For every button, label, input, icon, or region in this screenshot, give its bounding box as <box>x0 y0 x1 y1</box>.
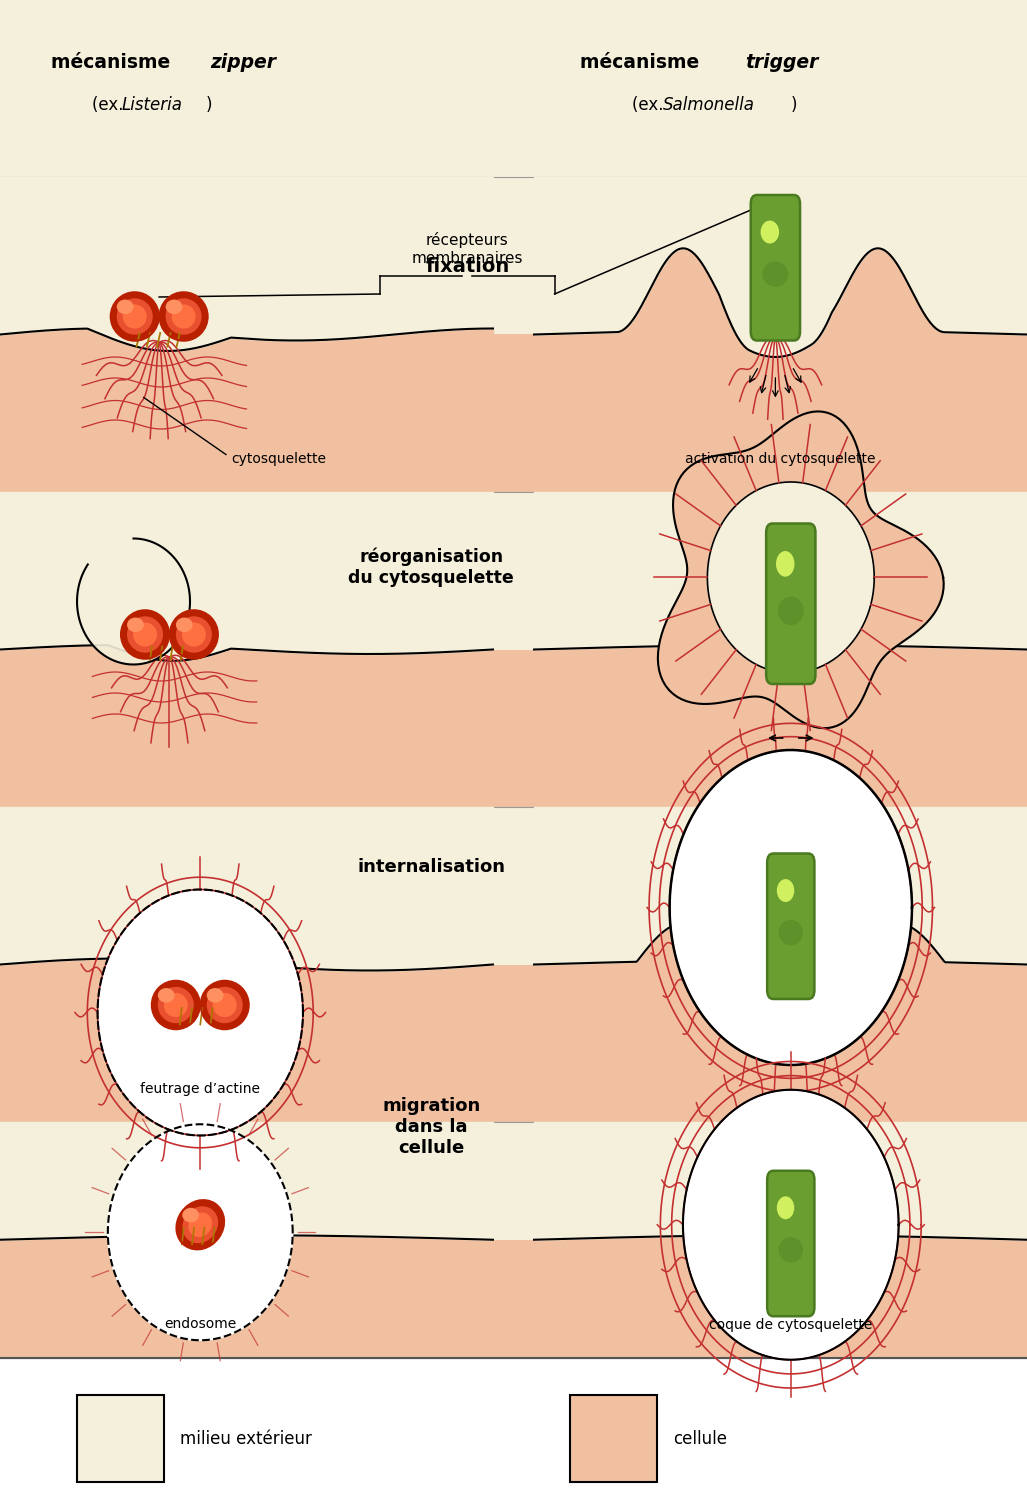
Ellipse shape <box>762 261 789 286</box>
Ellipse shape <box>165 300 183 313</box>
FancyBboxPatch shape <box>767 853 814 999</box>
Bar <box>0 334 1027 492</box>
Ellipse shape <box>776 550 795 576</box>
Ellipse shape <box>152 981 200 1029</box>
Bar <box>0 492 1027 650</box>
Polygon shape <box>77 538 190 664</box>
Text: cellule: cellule <box>673 1430 727 1448</box>
Ellipse shape <box>176 616 212 652</box>
Ellipse shape <box>165 298 201 334</box>
Ellipse shape <box>206 987 242 1023</box>
Ellipse shape <box>127 616 163 652</box>
Text: (ex.: (ex. <box>92 96 129 114</box>
Text: récepteurs
membranaires: récepteurs membranaires <box>412 232 523 266</box>
Ellipse shape <box>778 920 803 945</box>
Text: Salmonella: Salmonella <box>662 96 755 114</box>
Ellipse shape <box>158 988 175 1002</box>
Ellipse shape <box>778 1238 803 1263</box>
Bar <box>0 1358 1027 1500</box>
Ellipse shape <box>123 304 147 328</box>
FancyBboxPatch shape <box>766 524 815 684</box>
Ellipse shape <box>200 981 249 1029</box>
Ellipse shape <box>158 987 194 1023</box>
Bar <box>0 807 1027 964</box>
Text: endosome: endosome <box>164 1317 236 1332</box>
Bar <box>570 1395 657 1482</box>
Text: milieu extérieur: milieu extérieur <box>180 1430 311 1448</box>
Text: ): ) <box>205 96 212 114</box>
Text: activation du cytosquelette: activation du cytosquelette <box>685 452 876 466</box>
Bar <box>0 1122 1027 1239</box>
Ellipse shape <box>169 610 218 658</box>
Text: (ex.: (ex. <box>632 96 669 114</box>
Ellipse shape <box>159 292 207 340</box>
FancyBboxPatch shape <box>751 195 800 340</box>
Ellipse shape <box>111 292 159 340</box>
Bar <box>0 177 1027 334</box>
Text: internalisation: internalisation <box>357 858 505 876</box>
Text: cytosquelette: cytosquelette <box>231 452 327 466</box>
Ellipse shape <box>134 622 157 646</box>
Bar <box>0 650 1027 807</box>
Ellipse shape <box>188 1212 213 1237</box>
Ellipse shape <box>776 879 794 902</box>
Text: feutrage d’actine: feutrage d’actine <box>141 1082 260 1096</box>
Ellipse shape <box>177 1200 224 1249</box>
Polygon shape <box>108 1125 293 1340</box>
Ellipse shape <box>761 220 779 243</box>
Ellipse shape <box>117 298 153 334</box>
Ellipse shape <box>182 1208 199 1222</box>
Text: mécanisme: mécanisme <box>580 54 706 72</box>
Ellipse shape <box>213 993 236 1017</box>
Text: trigger: trigger <box>746 54 819 72</box>
Text: mécanisme: mécanisme <box>51 54 177 72</box>
Bar <box>0 1239 1027 1358</box>
Bar <box>77 1395 164 1482</box>
Ellipse shape <box>777 597 804 626</box>
Polygon shape <box>683 1090 899 1359</box>
Bar <box>0 1358 1027 1500</box>
Polygon shape <box>670 750 912 1065</box>
Ellipse shape <box>172 304 195 328</box>
Ellipse shape <box>176 618 193 632</box>
Polygon shape <box>98 890 303 1136</box>
Text: fixation: fixation <box>425 258 509 276</box>
Text: Listeria: Listeria <box>121 96 182 114</box>
Bar <box>0 0 1027 177</box>
Bar <box>0 964 1027 1122</box>
Ellipse shape <box>776 1197 794 1219</box>
Polygon shape <box>708 482 874 674</box>
Text: réorganisation
du cytosquelette: réorganisation du cytosquelette <box>348 548 515 586</box>
Ellipse shape <box>127 618 144 632</box>
Ellipse shape <box>117 300 134 313</box>
Text: ): ) <box>791 96 797 114</box>
Text: migration
dans la
cellule: migration dans la cellule <box>382 1098 481 1156</box>
Text: coque de cytosquelette: coque de cytosquelette <box>709 1317 873 1332</box>
Polygon shape <box>658 411 944 728</box>
Text: zipper: zipper <box>211 54 276 72</box>
Ellipse shape <box>182 622 205 646</box>
FancyBboxPatch shape <box>767 1170 814 1317</box>
Ellipse shape <box>183 1206 218 1243</box>
Ellipse shape <box>206 988 224 1002</box>
Ellipse shape <box>121 610 169 658</box>
Ellipse shape <box>164 993 188 1017</box>
